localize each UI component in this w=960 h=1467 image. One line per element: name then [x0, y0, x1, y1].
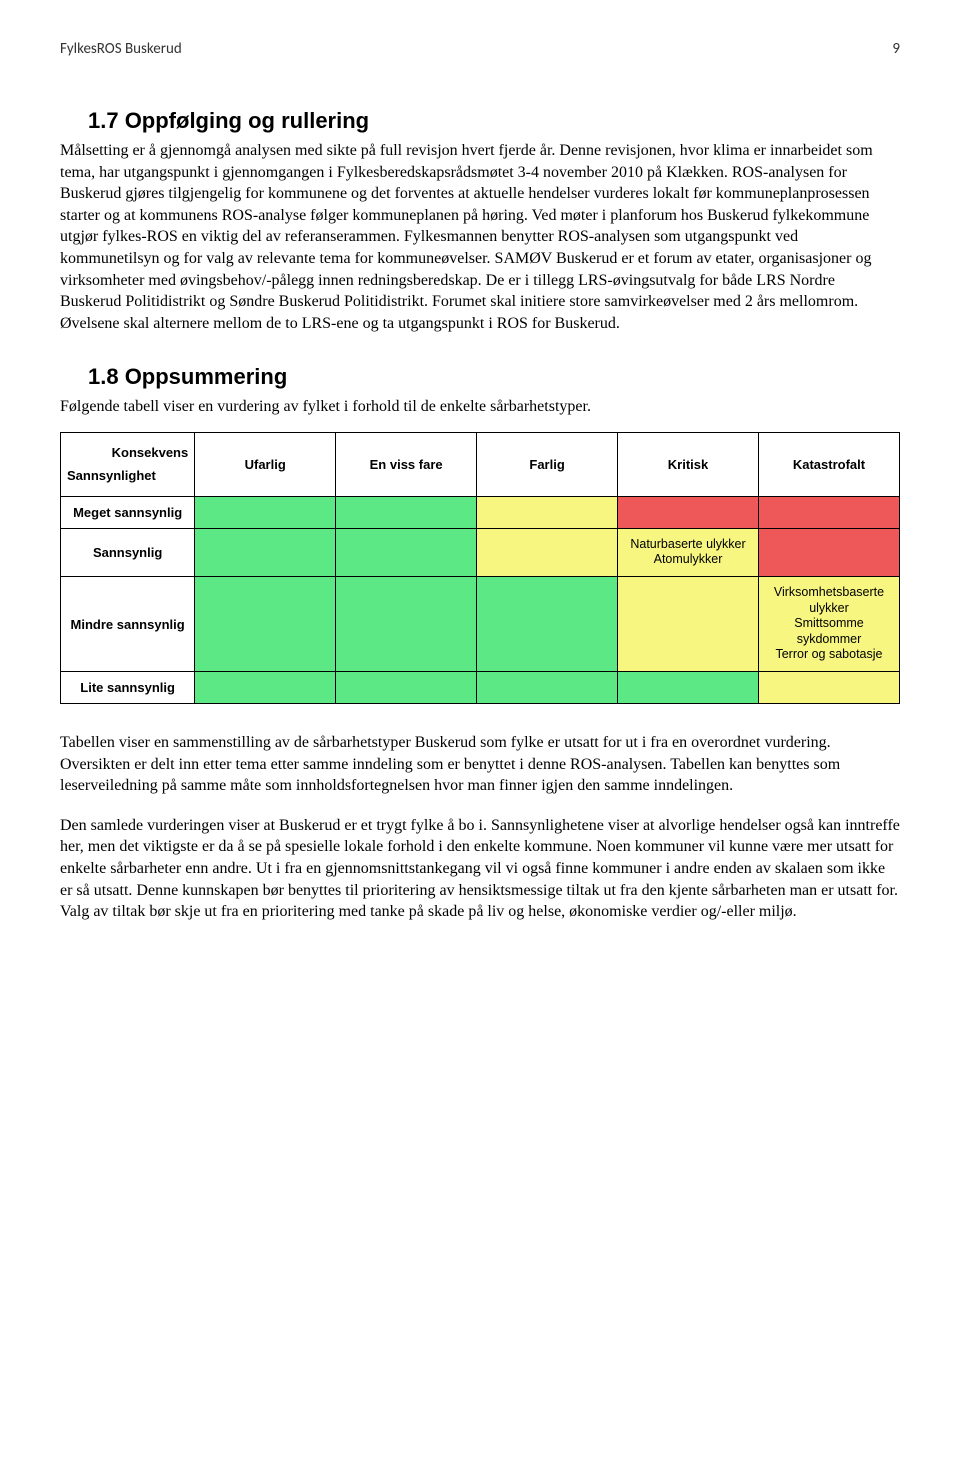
section-1-8: 1.8 Oppsummering Følgende tabell viser e…	[60, 364, 900, 923]
risk-cell	[477, 576, 618, 671]
risk-cell: Virksomhetsbaserte ulykkerSmittsomme syk…	[758, 576, 899, 671]
table-header-row: Konsekvens Sannsynlighet Ufarlig En viss…	[61, 432, 900, 496]
col-header: Ufarlig	[195, 432, 336, 496]
risk-cell: Naturbaserte ulykkerAtomulykker	[618, 528, 759, 576]
col-header: Farlig	[477, 432, 618, 496]
col-header: En viss fare	[336, 432, 477, 496]
cell-text: Naturbaserte ulykkerAtomulykker	[624, 537, 752, 568]
col-header: Kritisk	[618, 432, 759, 496]
risk-cell	[477, 496, 618, 528]
section-intro: Følgende tabell viser en vurdering av fy…	[60, 396, 900, 418]
corner-konsekvens: Konsekvens	[67, 441, 188, 464]
row-header: Lite sannsynlig	[61, 672, 195, 704]
table-row: Lite sannsynlig	[61, 672, 900, 704]
risk-matrix-table: Konsekvens Sannsynlighet Ufarlig En viss…	[60, 432, 900, 704]
risk-cell	[618, 672, 759, 704]
risk-cell	[758, 496, 899, 528]
cell-text: Virksomhetsbaserte ulykkerSmittsomme syk…	[765, 585, 893, 663]
risk-cell	[758, 672, 899, 704]
header-left: FylkesROS Buskerud	[60, 40, 182, 58]
section-title: 1.8 Oppsummering	[60, 364, 900, 390]
section-title: 1.7 Oppfølging og rullering	[60, 108, 900, 134]
header-page-number: 9	[892, 40, 900, 58]
risk-cell	[195, 528, 336, 576]
risk-cell	[195, 496, 336, 528]
table-row: Mindre sannsynlig Virksomhetsbaserte uly…	[61, 576, 900, 671]
page-header: FylkesROS Buskerud 9	[60, 40, 900, 58]
risk-cell	[618, 576, 759, 671]
risk-cell	[618, 496, 759, 528]
col-header: Katastrofalt	[758, 432, 899, 496]
table-corner: Konsekvens Sannsynlighet	[61, 432, 195, 496]
risk-cell	[477, 672, 618, 704]
row-header: Sannsynlig	[61, 528, 195, 576]
risk-cell	[195, 672, 336, 704]
risk-cell	[195, 576, 336, 671]
risk-cell	[336, 528, 477, 576]
row-header: Meget sannsynlig	[61, 496, 195, 528]
table-row: Sannsynlig Naturbaserte ulykkerAtomulykk…	[61, 528, 900, 576]
after-table-para-2: Den samlede vurderingen viser at Buskeru…	[60, 815, 900, 923]
corner-sannsynlighet: Sannsynlighet	[67, 464, 188, 487]
risk-cell	[336, 576, 477, 671]
section-body: Målsetting er å gjennomgå analysen med s…	[60, 140, 900, 334]
section-1-7: 1.7 Oppfølging og rullering Målsetting e…	[60, 108, 900, 334]
risk-cell	[336, 496, 477, 528]
risk-cell	[336, 672, 477, 704]
table-row: Meget sannsynlig	[61, 496, 900, 528]
risk-cell	[477, 528, 618, 576]
after-table-para-1: Tabellen viser en sammenstilling av de s…	[60, 732, 900, 797]
row-header: Mindre sannsynlig	[61, 576, 195, 671]
risk-cell	[758, 528, 899, 576]
